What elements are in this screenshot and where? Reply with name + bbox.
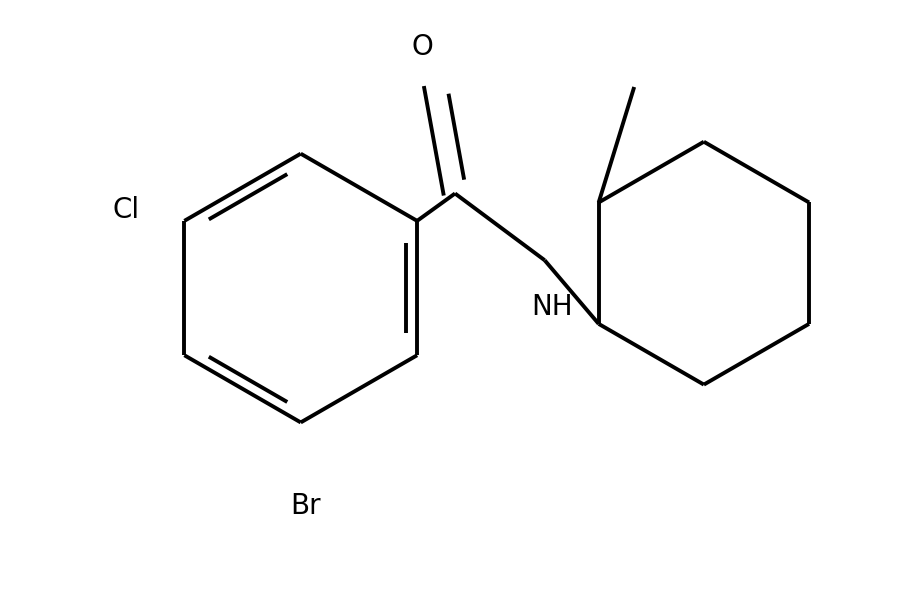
Text: NH: NH	[530, 293, 572, 321]
Text: Cl: Cl	[112, 196, 140, 224]
Text: Br: Br	[290, 492, 321, 520]
Text: O: O	[411, 33, 433, 61]
